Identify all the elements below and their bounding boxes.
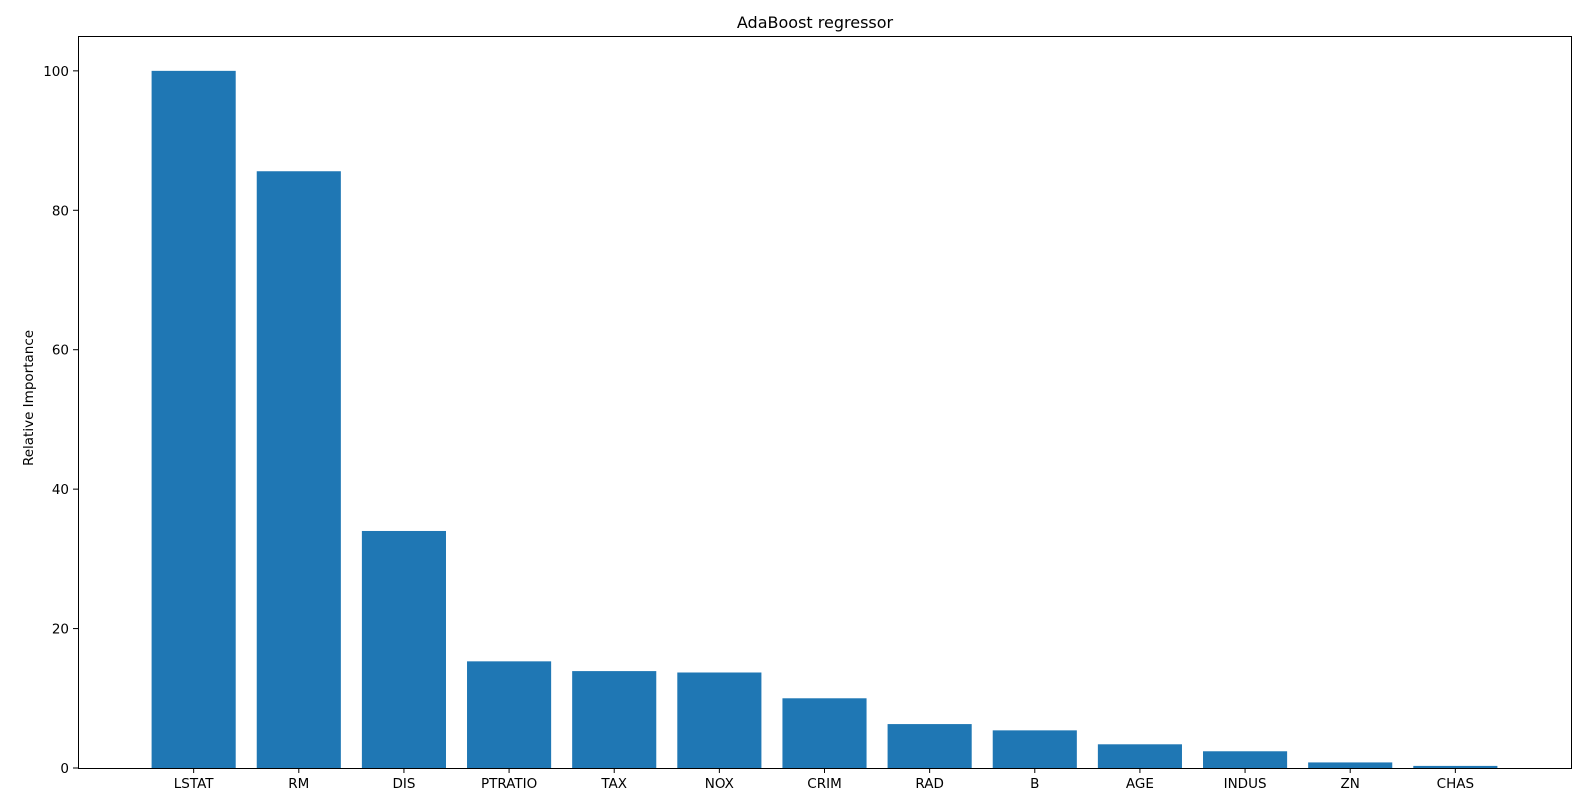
x-tick-label: AGE [1126,776,1154,792]
y-tick-label: 40 [52,482,69,498]
x-tick-label: RM [288,776,309,792]
x-tick-label: CHAS [1437,776,1474,792]
bar-dis [361,530,446,768]
y-tick-label: 100 [43,64,69,80]
x-tick-label: B [1030,776,1039,792]
x-tick-label: DIS [392,776,415,792]
bar-chas [1413,765,1498,768]
bar-indus [1203,751,1288,768]
x-tick-label: TAX [600,776,627,792]
bar-rm [256,171,341,768]
x-tick-label: LSTAT [174,776,214,792]
y-tick-label: 80 [52,203,69,219]
bar-ptratio [467,661,552,768]
bars-layer [151,70,1498,769]
bar-lstat [151,70,236,769]
x-tick-label: NOX [705,776,734,792]
x-tick-label: RAD [915,776,943,792]
x-tick-label: CRIM [807,776,841,792]
bar-tax [572,671,657,768]
x-tick-label: ZN [1341,776,1360,792]
y-axis-ticks: 0 20 40 60 80 100 [43,64,78,777]
x-tick-label: PTRATIO [481,776,537,792]
y-tick-label: 20 [52,622,69,638]
bar-zn [1308,762,1393,768]
y-tick-label: 60 [52,343,69,359]
bar-age [1097,744,1182,768]
bar-nox [677,672,762,768]
bar-crim [782,698,867,768]
x-axis-ticks: LSTAT RM DIS PTRATIO TAX NOX CRIM RAD B AGE INDUS Z… [174,768,1474,792]
x-tick-label: INDUS [1224,776,1267,792]
y-tick-label: 0 [60,761,69,777]
chart-title: AdaBoost regressor [737,13,894,32]
plot-frame [78,36,1572,769]
bar-rad [887,724,972,768]
bar-b [992,730,1077,768]
y-axis-label: Relative Importance [21,330,37,466]
